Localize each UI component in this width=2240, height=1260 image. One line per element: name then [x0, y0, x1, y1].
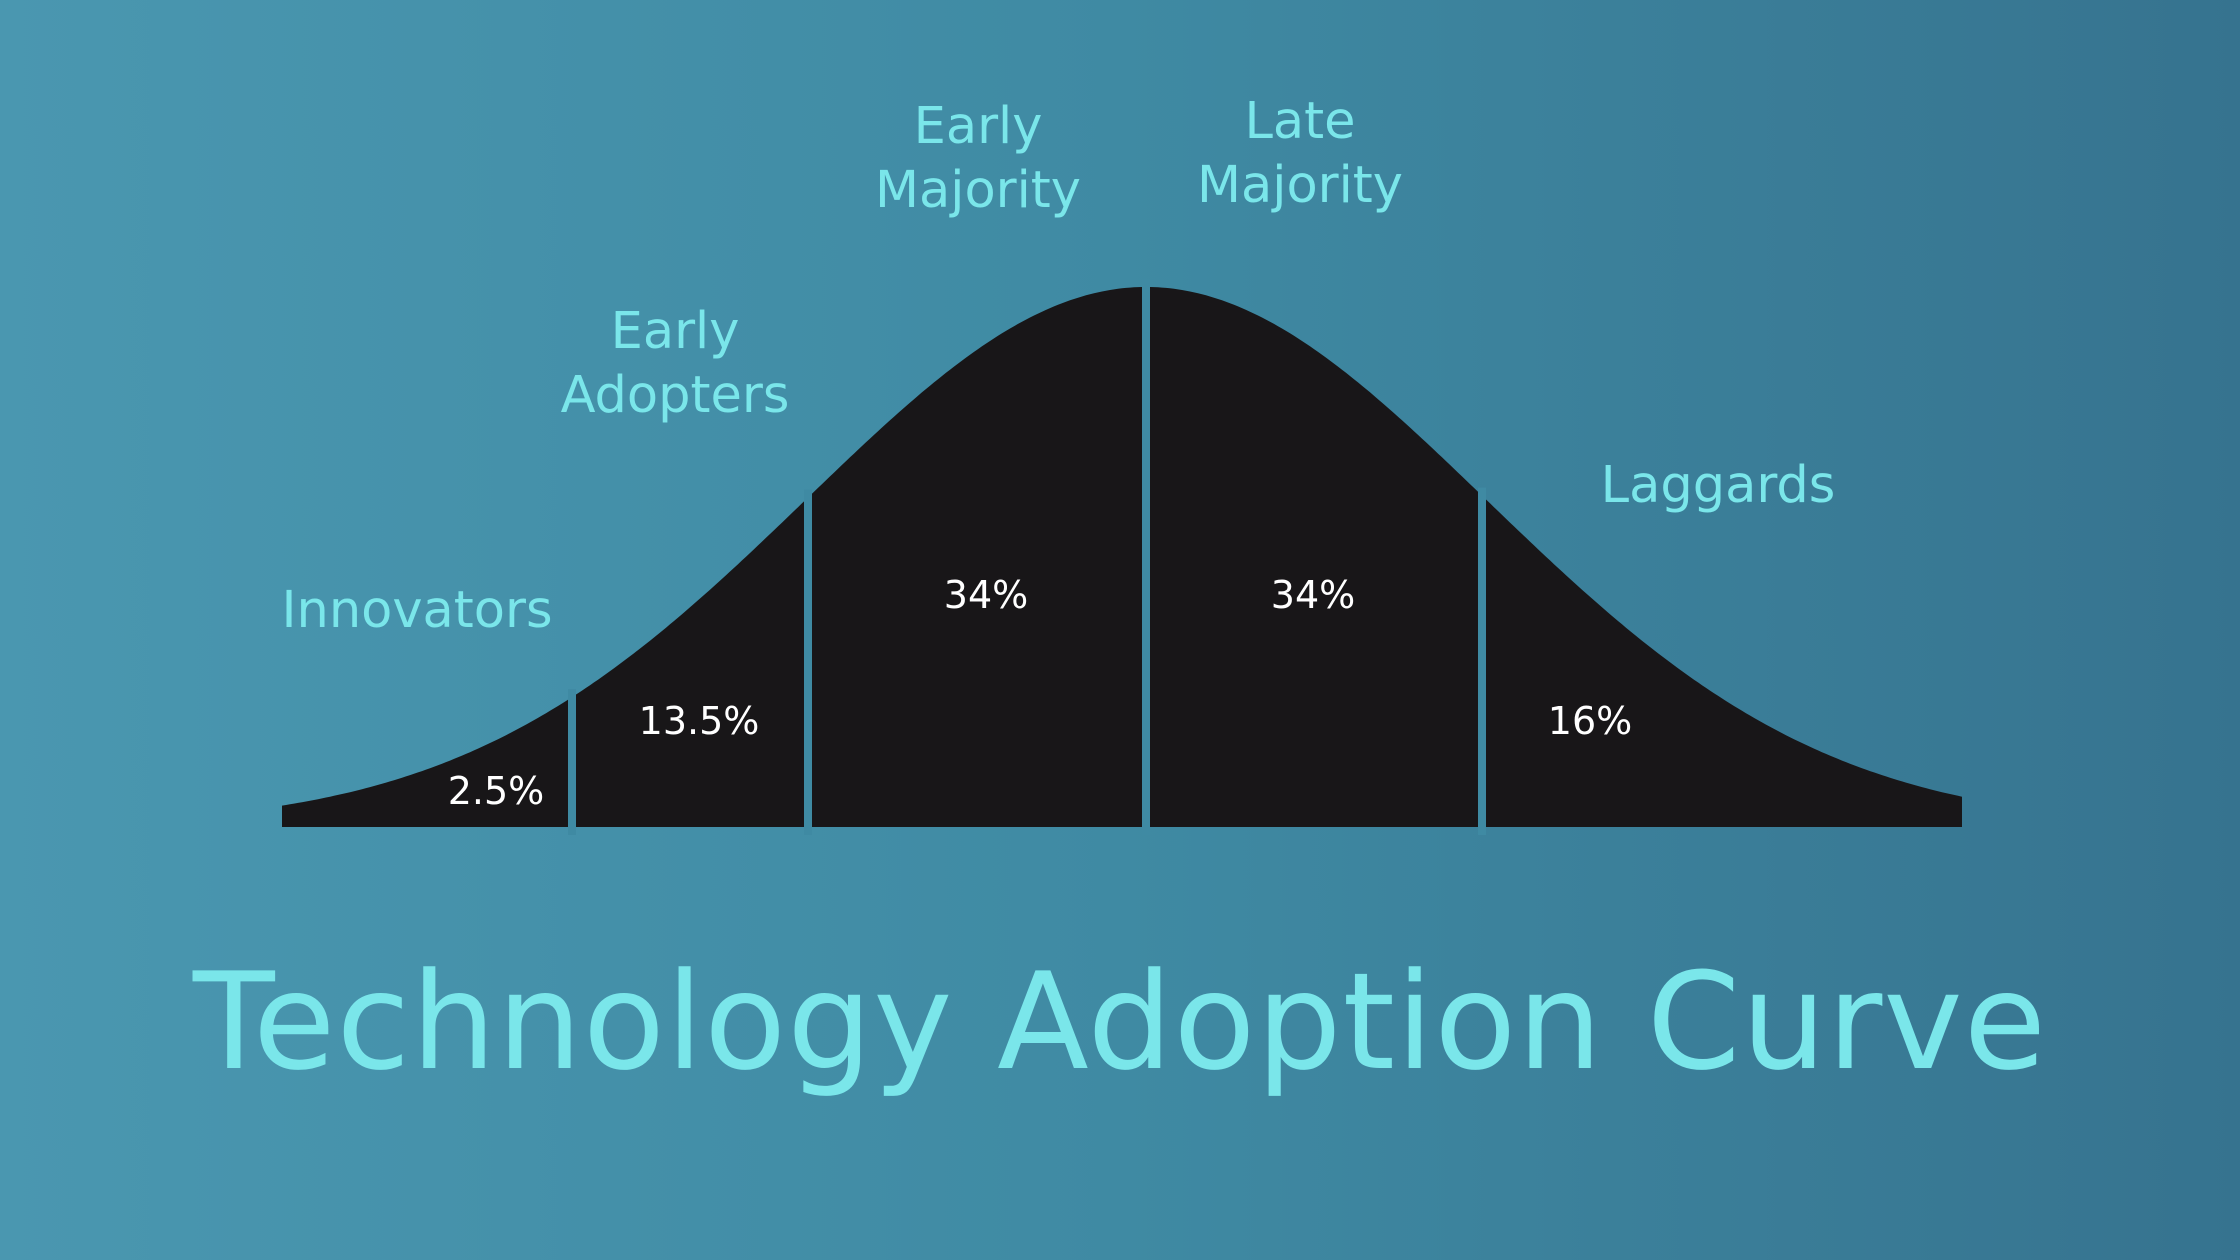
percent-label-laggards: 16% — [1548, 699, 1632, 743]
segment-label-late-majority: Late Majority — [1197, 92, 1403, 215]
percent-label-innovators: 2.5% — [448, 769, 545, 813]
page-title: Technology Adoption Curve — [192, 944, 2048, 1100]
percent-labels: 2.5% 13.5% 34% 34% 16% — [448, 573, 1633, 813]
segment-labels: Innovators Early Adopters Early Majority Late… — [281, 92, 1835, 640]
segment-dividers — [568, 279, 1486, 835]
percent-label-late-majority: 34% — [1271, 573, 1355, 617]
segment-label-early-majority: Early Majority — [875, 97, 1081, 220]
bell-curve-area — [282, 287, 1962, 827]
segment-label-early-adopters: Early Adopters — [561, 302, 790, 425]
segment-label-laggards: Laggards — [1601, 456, 1836, 515]
percent-label-early-majority: 34% — [944, 573, 1028, 617]
percent-label-early-adopters: 13.5% — [639, 699, 760, 743]
segment-label-innovators: Innovators — [281, 581, 552, 640]
